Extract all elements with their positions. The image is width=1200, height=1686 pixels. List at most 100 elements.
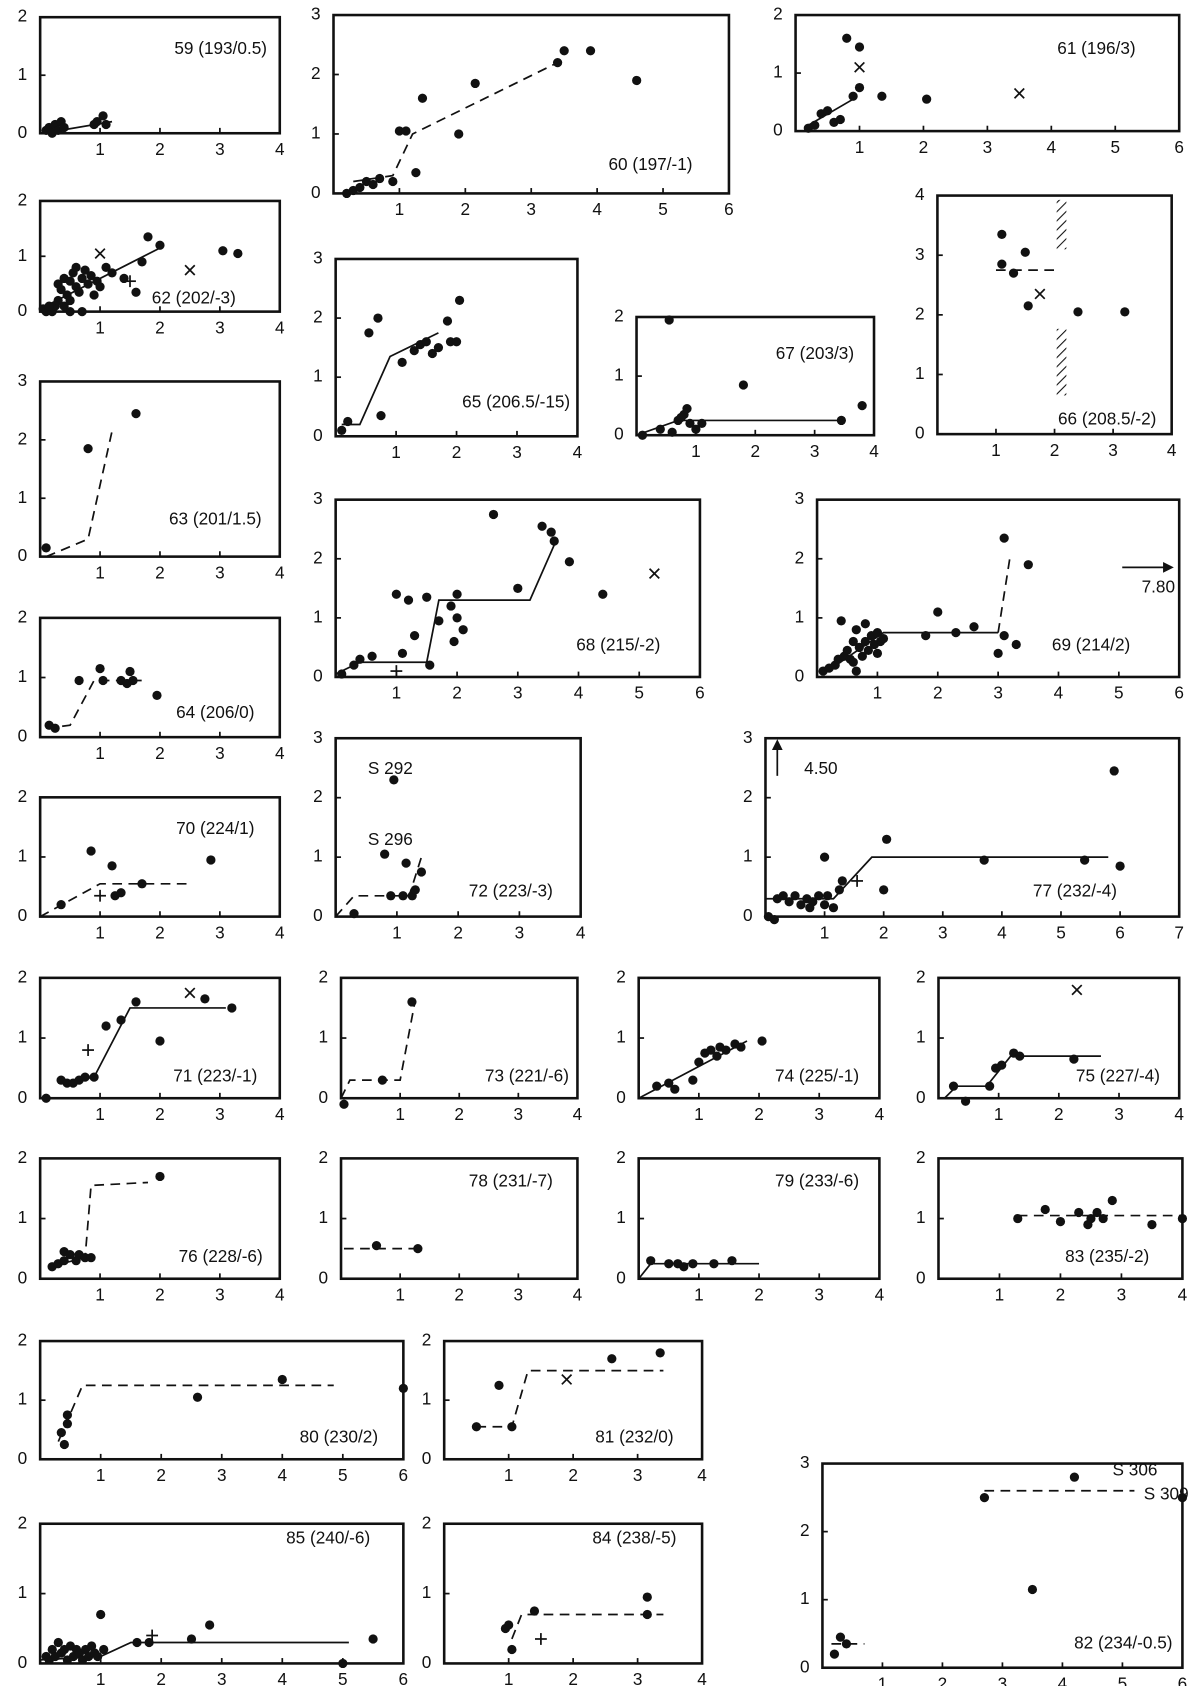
data-point	[376, 410, 386, 421]
x-tick-label: 2	[156, 1669, 166, 1686]
panel-title: 73 (221/-6)	[485, 1065, 569, 1085]
y-tick-label: 0	[313, 666, 323, 686]
data-point	[507, 1644, 517, 1655]
x-tick-label: 2	[454, 1104, 464, 1124]
x-tick-label: 4	[869, 441, 879, 461]
x-tick-label: 6	[1115, 922, 1125, 942]
data-point	[712, 1051, 722, 1061]
data-point	[421, 337, 431, 347]
x-tick-label: 5	[1056, 922, 1066, 942]
cross-marker	[561, 1374, 573, 1385]
x-tick-label: 1	[392, 922, 402, 942]
data-point	[471, 1422, 482, 1432]
data-point	[96, 1609, 106, 1620]
panel: 1 2 3 4 5 6 7 0 1 2 3 77 (232/-4) 4.50	[743, 727, 1184, 943]
y-tick-label: 0	[18, 122, 28, 142]
data-point	[152, 690, 162, 701]
annotation: 7.80	[1142, 576, 1175, 596]
y-tick-label: 0	[616, 1087, 626, 1107]
y-tick-label: 1	[313, 846, 323, 866]
y-tick-label: 3	[743, 727, 753, 747]
data-point	[80, 1072, 90, 1082]
y-tick-label: 0	[18, 726, 28, 746]
x-tick-label: 5	[338, 1669, 348, 1686]
panel-title: 85 (240/-6)	[286, 1527, 370, 1547]
data-point	[559, 46, 569, 56]
data-point	[808, 897, 818, 907]
x-tick-label: 4	[275, 922, 285, 942]
x-tick-label: 3	[526, 199, 536, 219]
data-point	[513, 583, 523, 593]
data-point	[848, 636, 858, 647]
data-point	[985, 1081, 995, 1091]
x-tick-label: 1	[855, 137, 865, 157]
data-point	[1120, 307, 1130, 317]
data-point	[56, 284, 66, 295]
data-point	[391, 589, 401, 599]
x-tick-label: 1	[995, 1284, 1005, 1304]
data-point	[851, 666, 861, 676]
data-point	[842, 645, 852, 656]
data-point	[688, 1075, 698, 1085]
plus-marker	[534, 1633, 547, 1645]
data-point	[65, 307, 75, 317]
data-point	[999, 533, 1009, 543]
y-tick-label: 1	[18, 1207, 28, 1227]
data-point	[125, 666, 135, 677]
data-point	[233, 248, 243, 259]
data-point	[1040, 1204, 1050, 1215]
y-tick-label: 2	[319, 966, 329, 986]
panel-title: 76 (228/-6)	[179, 1246, 263, 1266]
data-point	[721, 1045, 731, 1055]
x-tick-label: 3	[814, 1284, 824, 1304]
marker-stroke	[1071, 984, 1083, 996]
data-point	[828, 903, 839, 913]
data-point	[80, 265, 90, 275]
plot-frame	[794, 13, 1181, 133]
x-tick-label: 3	[217, 1669, 227, 1686]
data-point	[667, 427, 677, 437]
data-point	[738, 380, 749, 390]
data-point	[670, 1084, 680, 1094]
y-tick-label: 0	[311, 182, 321, 202]
x-tick-label: 2	[155, 317, 165, 337]
data-point	[339, 1099, 349, 1109]
x-tick-label: 2	[1050, 440, 1060, 460]
panel: 1 2 3 4 5 6 0 1 2 80 (230/2)	[18, 1330, 408, 1485]
x-tick-label: 6	[399, 1669, 409, 1686]
y-tick-label: 0	[18, 1448, 28, 1468]
data-point	[442, 316, 453, 326]
data-point	[652, 1081, 662, 1091]
x-tick-label: 1	[820, 922, 830, 942]
panel-title: 66 (208.5/-2)	[1058, 409, 1156, 429]
x-tick-label: 1	[95, 139, 105, 159]
panel: 1 2 3 4 0 1 2 64 (206/0)	[18, 606, 285, 762]
x-tick-label: 4	[275, 317, 285, 337]
y-tick-label: 3	[915, 244, 925, 264]
x-tick-label: 1	[95, 1284, 105, 1304]
x-tick-label: 2	[155, 139, 165, 159]
y-tick-label: 0	[422, 1652, 432, 1672]
y-tick-label: 1	[616, 1027, 626, 1047]
x-tick-label: 1	[878, 1673, 888, 1686]
y-tick-label: 0	[313, 905, 323, 925]
data-point	[143, 232, 153, 242]
data-point	[879, 885, 889, 895]
data-point	[89, 1072, 99, 1082]
panel: 1 2 3 4 0 1 2 71 (223/-1)	[18, 966, 285, 1124]
data-point	[86, 1641, 97, 1651]
data-point	[65, 1250, 75, 1260]
data-point	[546, 527, 556, 537]
data-point	[349, 660, 359, 670]
data-point	[882, 834, 892, 844]
x-tick-label: 3	[810, 441, 820, 461]
panel: 1 2 3 4 0 1 2 78 (231/-7)	[319, 1147, 583, 1305]
data-point	[857, 651, 867, 661]
x-tick-label: 1	[392, 683, 402, 703]
panel-title: 62 (202/-3)	[152, 287, 236, 307]
x-tick-label: 4	[278, 1465, 288, 1485]
x-tick-label: 3	[814, 1104, 824, 1124]
y-tick-label: 0	[18, 300, 28, 320]
y-tick-label: 2	[616, 1147, 626, 1167]
data-point	[549, 536, 559, 546]
